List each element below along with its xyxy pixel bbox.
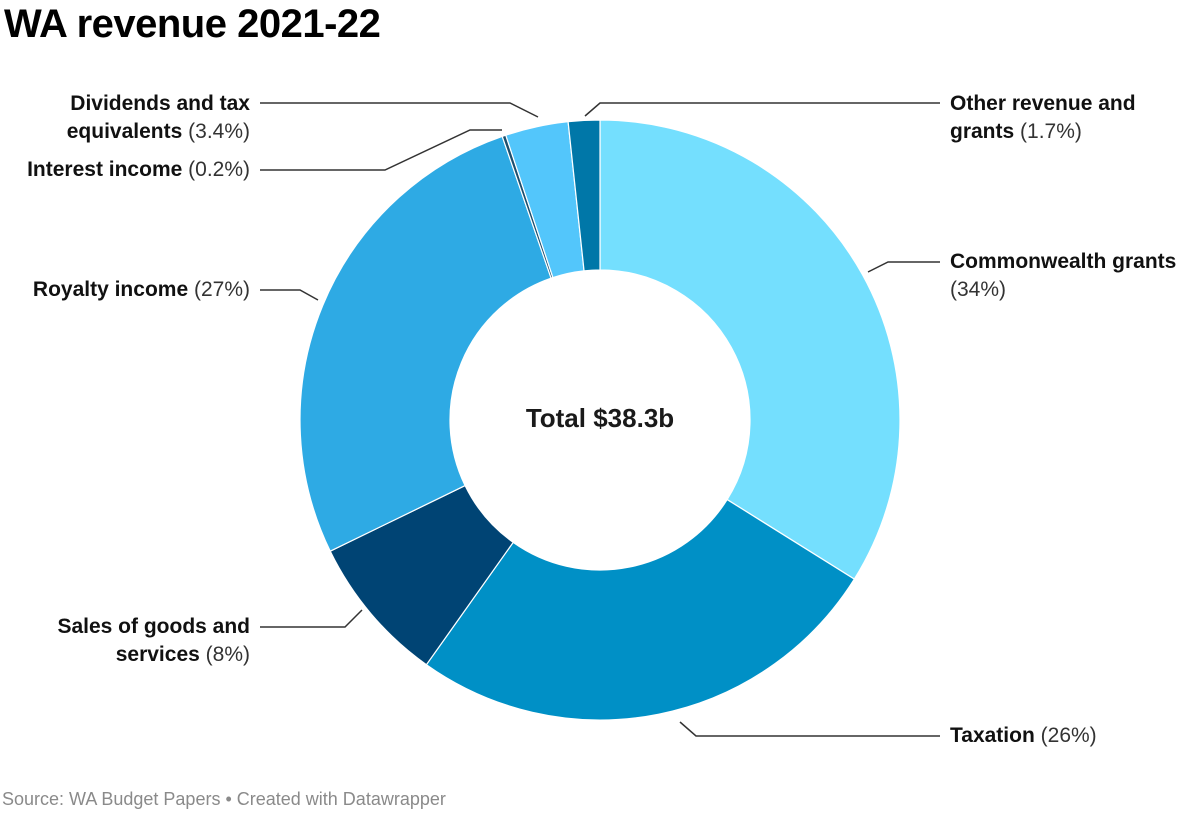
leader-line-commonwealth-grants bbox=[867, 261, 940, 273]
leader-lines bbox=[260, 102, 940, 737]
label-other-revenue-name: Other revenue and grants bbox=[950, 92, 1136, 143]
label-taxation: Taxation (26%) bbox=[950, 722, 1190, 750]
label-dividends-pct: (3.4%) bbox=[188, 120, 250, 143]
label-interest-income: Interest income (0.2%) bbox=[0, 156, 250, 184]
label-other-revenue-pct: (1.7%) bbox=[1020, 120, 1082, 143]
slice-other-revenue-and-grants bbox=[567, 119, 601, 272]
slice-royalty-income bbox=[299, 135, 552, 552]
donut-slices bbox=[299, 119, 901, 721]
chart-title: WA revenue 2021-22 bbox=[4, 2, 381, 46]
label-taxation-name: Taxation bbox=[950, 724, 1035, 747]
label-commonwealth-grants: Commonwealth grants (34%) bbox=[950, 248, 1200, 304]
label-royalty-income: Royalty income (27%) bbox=[0, 276, 250, 304]
label-dividends-name: Dividends and tax equivalents bbox=[66, 92, 250, 143]
label-other-revenue: Other revenue and grants (1.7%) bbox=[950, 90, 1190, 146]
label-sales-of-goods-pct: (8%) bbox=[205, 643, 250, 666]
label-sales-of-goods-name: Sales of goods and services bbox=[57, 615, 250, 666]
leader-line-taxation bbox=[679, 721, 940, 737]
label-sales-of-goods: Sales of goods and services (8%) bbox=[20, 613, 250, 669]
label-royalty-income-name: Royalty income bbox=[32, 278, 189, 301]
label-dividends: Dividends and tax equivalents (3.4%) bbox=[20, 90, 250, 146]
label-commonwealth-grants-pct: (34%) bbox=[950, 278, 1007, 301]
label-commonwealth-grants-name: Commonwealth grants bbox=[950, 250, 1177, 273]
label-interest-income-name: Interest income bbox=[27, 158, 183, 181]
center-total-label: Total $38.3b bbox=[526, 403, 674, 433]
label-interest-income-pct: (0.2%) bbox=[188, 158, 250, 181]
source-footer: Source: WA Budget Papers • Created with … bbox=[2, 789, 446, 809]
leader-line-dividends bbox=[260, 102, 539, 118]
leader-line-interest-income bbox=[260, 129, 502, 171]
label-taxation-pct: (26%) bbox=[1040, 724, 1097, 747]
leader-line-other-revenue bbox=[584, 102, 940, 117]
slice-taxation bbox=[425, 498, 856, 721]
label-royalty-income-pct: (27%) bbox=[193, 278, 250, 301]
leader-line-royalty-income bbox=[260, 289, 319, 301]
slice-commonwealth-grants bbox=[599, 119, 901, 580]
leader-line-sales-of-goods bbox=[260, 609, 363, 628]
